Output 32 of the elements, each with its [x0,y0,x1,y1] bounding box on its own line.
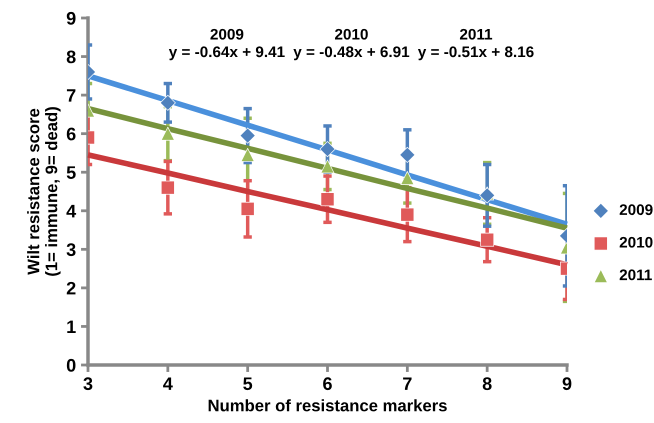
legend-label: 2011 [620,269,652,280]
y-tick-label: 5 [66,166,76,179]
y-tick-label: 4 [66,204,76,218]
annotation: 2010 y = -0.48x + 6.91 [293,28,410,60]
y-tick-label: 8 [66,50,76,64]
x-tick-label: 7 [403,377,412,390]
y-tick-label: 0 [66,358,76,372]
point [400,208,414,222]
y-tick-label: 3 [66,243,76,256]
y-tick-label: 7 [66,89,76,102]
legend-label: 2009 [620,204,653,216]
y-tick-label: 2 [66,282,76,294]
point [240,202,255,216]
legend-label: 2010 [620,236,653,248]
x-tick-label: 5 [243,377,252,390]
x-tick-label: 4 [163,377,173,390]
x-tick-label: 9 [562,377,572,390]
annotation: 2011 y = -0.51x + 8.16 [418,28,534,60]
y-tick-label: 1 [67,320,76,333]
x-tick-label: 3 [83,377,92,390]
y-tick-label: 9 [66,12,76,25]
point [400,171,414,185]
point [320,192,334,206]
point [240,128,256,144]
point [399,146,416,163]
y-axis-title: Wilt resistance score (1= immune, 9= dead) [27,107,61,276]
x-tick-label: 6 [323,377,332,390]
y-tick-label: 6 [66,128,76,140]
annotation: 2009 y = -0.64x + 9.41 [168,28,285,60]
point [240,148,255,162]
x-axis-title: Number of resistance markers [208,399,447,412]
x-tick-label: 8 [482,377,492,390]
